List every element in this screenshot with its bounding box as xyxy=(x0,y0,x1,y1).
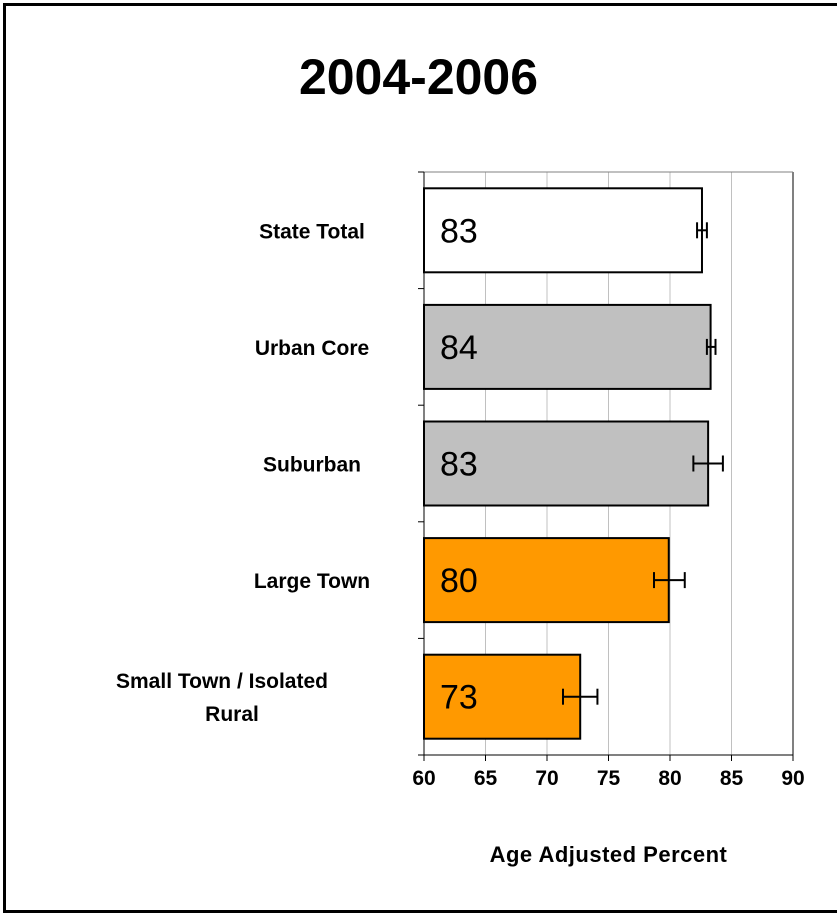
x-tick-label-70: 70 xyxy=(535,767,558,790)
category-label-0: State Total xyxy=(259,220,365,243)
bar-4 xyxy=(423,653,582,740)
bar-value-label-4: 73 xyxy=(440,679,478,717)
x-tick-label-80: 80 xyxy=(658,767,681,790)
x-axis-title: Age Adjusted Percent xyxy=(490,842,728,867)
category-label-1: Urban Core xyxy=(255,337,369,360)
bar-value-label-1: 84 xyxy=(440,329,478,367)
bar-value-label-0: 83 xyxy=(440,212,478,250)
category-label-3: Large Town xyxy=(254,570,370,593)
x-tick-label-90: 90 xyxy=(781,767,804,790)
bar-2 xyxy=(423,420,710,507)
x-tick-label-85: 85 xyxy=(720,767,744,790)
category-label-4-line-0: Small Town / Isolated xyxy=(116,670,328,693)
x-tick-label-65: 65 xyxy=(474,767,498,790)
bar-value-label-3: 80 xyxy=(440,562,478,600)
x-tick-label-75: 75 xyxy=(597,767,621,790)
bar-value-label-2: 83 xyxy=(440,446,478,484)
bar-3 xyxy=(423,537,670,624)
category-label-4-line-1: Rural xyxy=(205,703,259,726)
category-label-2: Suburban xyxy=(263,454,361,477)
x-tick-label-60: 60 xyxy=(412,767,435,790)
chart-title: 2004-2006 xyxy=(298,49,539,105)
